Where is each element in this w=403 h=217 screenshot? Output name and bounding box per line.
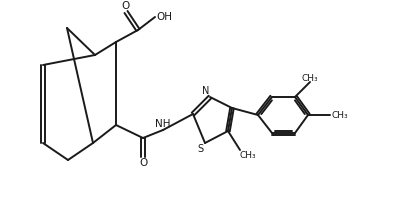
- Text: O: O: [139, 158, 147, 168]
- Text: N: N: [202, 86, 209, 96]
- Text: O: O: [121, 1, 129, 11]
- Text: OH: OH: [156, 12, 172, 22]
- Text: CH₃: CH₃: [240, 151, 257, 160]
- Text: CH₃: CH₃: [331, 110, 348, 120]
- Text: S: S: [198, 144, 204, 154]
- Text: NH: NH: [155, 119, 171, 129]
- Text: CH₃: CH₃: [302, 74, 318, 83]
